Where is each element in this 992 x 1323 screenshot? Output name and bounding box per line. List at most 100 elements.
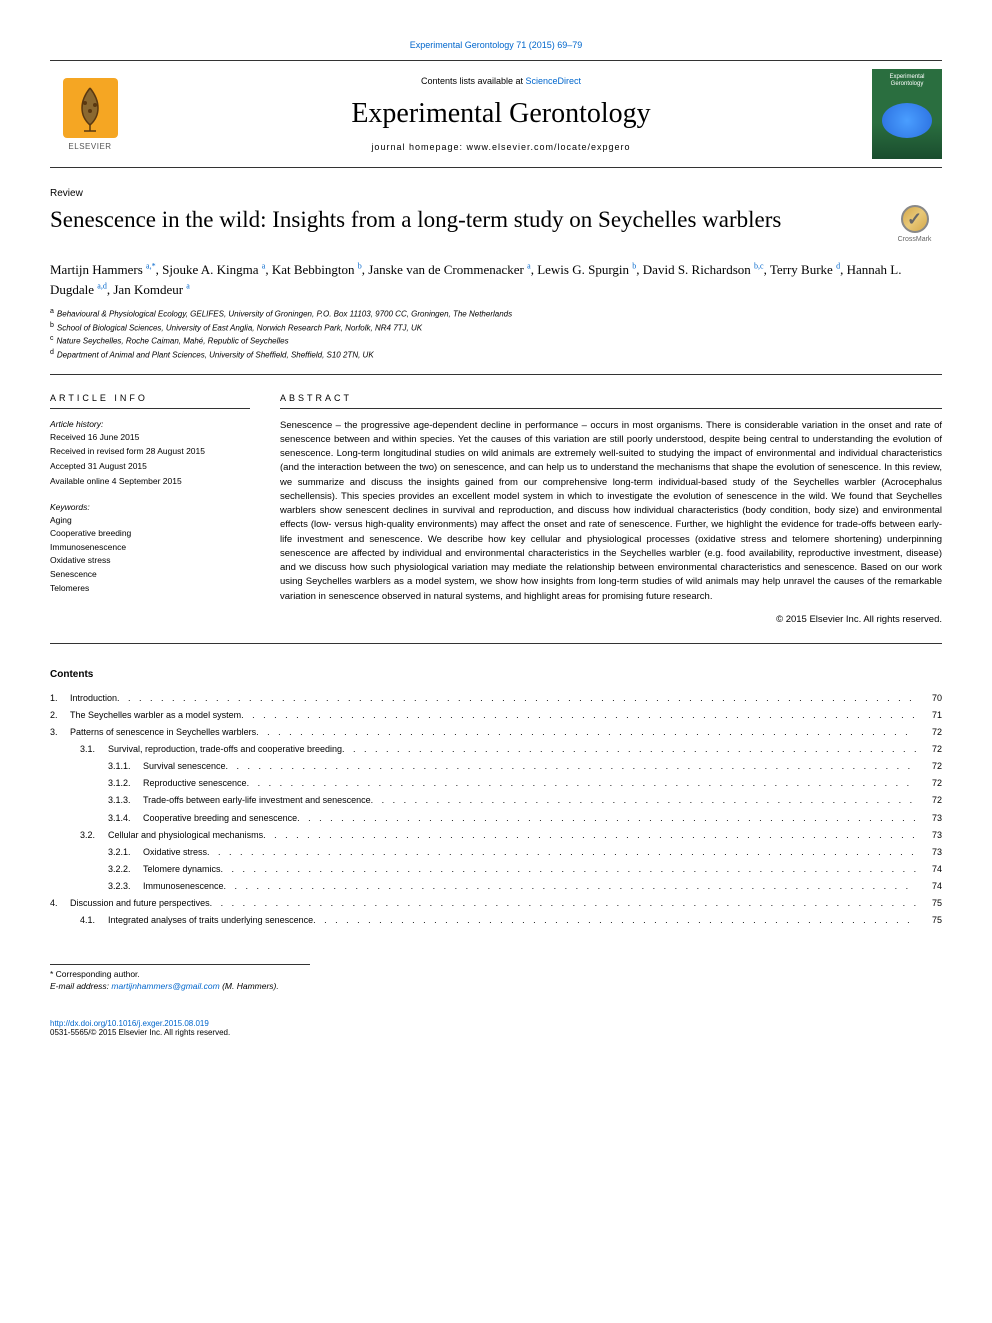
toc-dots	[210, 895, 916, 912]
toc-row[interactable]: 3.1.4.Cooperative breeding and senescenc…	[50, 810, 942, 827]
toc-row[interactable]: 3.1.2.Reproductive senescence72	[50, 775, 942, 792]
toc-dots	[247, 775, 916, 792]
email-label: E-mail address:	[50, 981, 111, 991]
toc-page: 72	[922, 792, 942, 809]
accepted-date: Accepted 31 August 2015	[50, 460, 250, 473]
toc-dots	[256, 724, 916, 741]
keyword: Senescence	[50, 568, 250, 582]
corresponding-email-link[interactable]: martijnhammers@gmail.com	[111, 981, 219, 991]
toc-page: 75	[922, 895, 942, 912]
abstract-copyright: © 2015 Elsevier Inc. All rights reserved…	[280, 614, 942, 625]
affiliation: bSchool of Biological Sciences, Universi…	[50, 321, 942, 335]
toc-label: Survival, reproduction, trade-offs and c…	[108, 741, 342, 758]
toc-number: 3.2.	[80, 827, 108, 844]
elsevier-label: ELSEVIER	[68, 142, 111, 151]
journal-issue-link[interactable]: Experimental Gerontology 71 (2015) 69–79	[50, 40, 942, 50]
toc-number: 1.	[50, 690, 70, 707]
toc-number: 3.1.4.	[108, 810, 143, 827]
crossmark-badge[interactable]: CrossMark	[887, 205, 942, 245]
crossmark-label: CrossMark	[898, 236, 932, 243]
contents-prefix: Contents lists available at	[421, 76, 526, 86]
toc-label: Cellular and physiological mechanisms	[108, 827, 263, 844]
toc-dots	[241, 707, 916, 724]
toc-number: 3.1.1.	[108, 758, 143, 775]
toc-page: 72	[922, 775, 942, 792]
elsevier-logo: ELSEVIER	[50, 69, 130, 159]
toc-number: 3.1.	[80, 741, 108, 758]
toc-dots	[342, 741, 916, 758]
toc-number: 3.2.1.	[108, 844, 143, 861]
author: , Lewis G. Spurgin	[531, 262, 633, 277]
toc-row[interactable]: 3.2.2.Telomere dynamics 74	[50, 861, 942, 878]
toc-page: 72	[922, 758, 942, 775]
toc-label: Integrated analyses of traits underlying…	[108, 912, 313, 929]
toc-label: Survival senescence	[143, 758, 226, 775]
received-date: Received 16 June 2015	[50, 431, 250, 444]
toc-page: 71	[922, 707, 942, 724]
toc-number: 3.1.2.	[108, 775, 143, 792]
toc-row[interactable]: 3.1.1.Survival senescence 72	[50, 758, 942, 775]
toc-row[interactable]: 2.The Seychelles warbler as a model syst…	[50, 707, 942, 724]
header-center: Contents lists available at ScienceDirec…	[130, 76, 872, 152]
revised-date: Received in revised form 28 August 2015	[50, 445, 250, 458]
author: , Janske van de Crommenacker	[362, 262, 527, 277]
journal-homepage: journal homepage: www.elsevier.com/locat…	[130, 142, 872, 152]
toc-row[interactable]: 4.1.Integrated analyses of traits underl…	[50, 912, 942, 929]
toc-row[interactable]: 3.Patterns of senescence in Seychelles w…	[50, 724, 942, 741]
toc-number: 3.1.3.	[108, 792, 143, 809]
toc-page: 72	[922, 741, 942, 758]
toc-label: Oxidative stress	[143, 844, 207, 861]
toc-number: 3.	[50, 724, 70, 741]
toc-row[interactable]: 3.1.Survival, reproduction, trade-offs a…	[50, 741, 942, 758]
doi-link[interactable]: http://dx.doi.org/10.1016/j.exger.2015.0…	[50, 1019, 209, 1028]
toc-label: Cooperative breeding and senescence	[143, 810, 297, 827]
affiliation: dDepartment of Animal and Plant Sciences…	[50, 348, 942, 362]
toc-row[interactable]: 3.2.3.Immunosenescence74	[50, 878, 942, 895]
toc-label: Introduction	[70, 690, 117, 707]
author-sup: a,*	[146, 262, 156, 271]
sciencedirect-link[interactable]: ScienceDirect	[526, 76, 582, 86]
toc-number: 3.2.3.	[108, 878, 143, 895]
toc-row[interactable]: 1.Introduction70	[50, 690, 942, 707]
toc-row[interactable]: 3.1.3.Trade-offs between early-life inve…	[50, 792, 942, 809]
affiliation: cNature Seychelles, Roche Caiman, Mahé, …	[50, 334, 942, 348]
issn-copyright: 0531-5565/© 2015 Elsevier Inc. All right…	[50, 1028, 942, 1037]
toc-page: 74	[922, 861, 942, 878]
keyword: Cooperative breeding	[50, 527, 250, 541]
affiliations: aBehavioural & Physiological Ecology, GE…	[50, 307, 942, 375]
toc-number: 4.1.	[80, 912, 108, 929]
toc-label: Immunosenescence	[143, 878, 224, 895]
article-history-label: Article history:	[50, 419, 250, 429]
toc-row[interactable]: 4.Discussion and future perspectives 75	[50, 895, 942, 912]
toc-row[interactable]: 3.2.Cellular and physiological mechanism…	[50, 827, 942, 844]
email-suffix: (M. Hammers).	[220, 981, 279, 991]
toc-label: Trade-offs between early-life investment…	[143, 792, 371, 809]
author: , Jan Komdeur	[107, 282, 186, 297]
author: Martijn Hammers	[50, 262, 146, 277]
toc-page: 75	[922, 912, 942, 929]
toc-page: 72	[922, 724, 942, 741]
corresponding-email-line: E-mail address: martijnhammers@gmail.com…	[50, 981, 942, 991]
footer: http://dx.doi.org/10.1016/j.exger.2015.0…	[50, 1019, 942, 1037]
abstract-column: abstract Senescence – the progressive ag…	[280, 393, 942, 625]
contents-heading: Contents	[50, 669, 942, 680]
article-info-column: article info Article history: Received 1…	[50, 393, 250, 625]
author-sup: a	[186, 281, 190, 290]
keyword: Aging	[50, 514, 250, 528]
toc-row[interactable]: 3.2.1.Oxidative stress73	[50, 844, 942, 861]
cover-image-icon	[882, 103, 932, 138]
toc-number: 2.	[50, 707, 70, 724]
keywords-list: Aging Cooperative breeding Immunosenesce…	[50, 514, 250, 596]
toc-number: 4.	[50, 895, 70, 912]
toc-label: Telomere dynamics	[143, 861, 221, 878]
toc-label: The Seychelles warbler as a model system	[70, 707, 241, 724]
toc-page: 73	[922, 810, 942, 827]
toc-number: 3.2.2.	[108, 861, 143, 878]
toc-label: Discussion and future perspectives	[70, 895, 210, 912]
abstract-text: Senescence – the progressive age-depende…	[280, 419, 942, 604]
journal-cover-thumbnail: Experimental Gerontology	[872, 69, 942, 159]
table-of-contents: 1.Introduction702.The Seychelles warbler…	[50, 690, 942, 929]
toc-dots	[313, 912, 916, 929]
affiliation: aBehavioural & Physiological Ecology, GE…	[50, 307, 942, 321]
corresponding-author: * Corresponding author.	[50, 964, 310, 979]
